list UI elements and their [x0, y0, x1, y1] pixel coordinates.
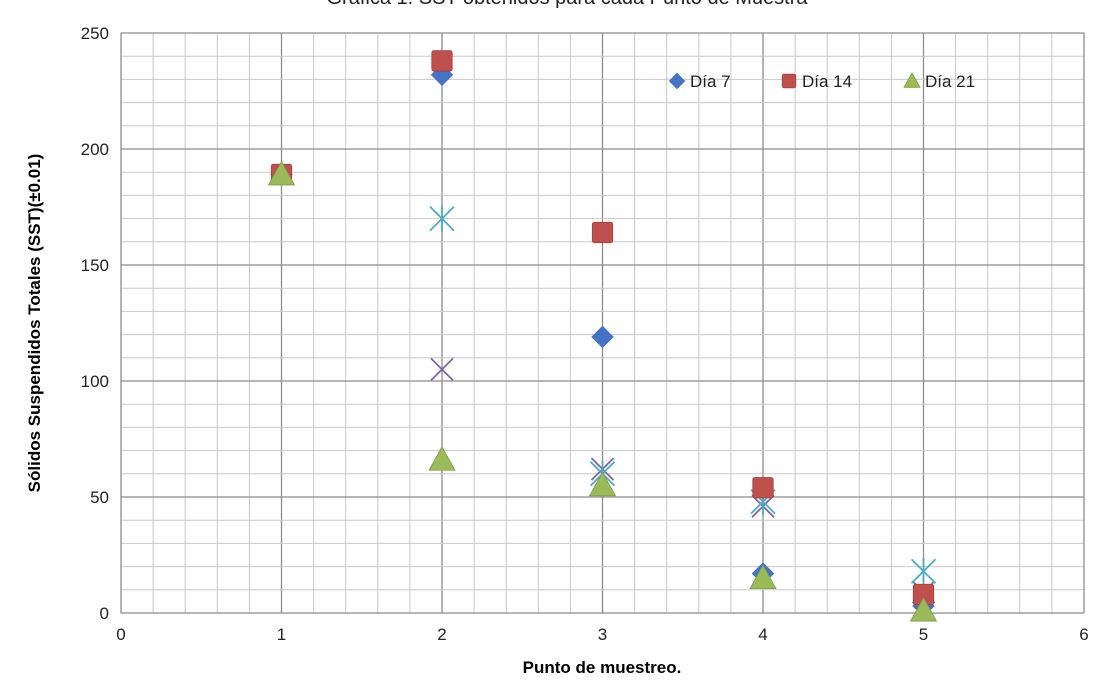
legend: Día 7 Día 14 Día 21: [668, 72, 975, 91]
x-axis-title: Punto de muestreo.: [523, 658, 682, 677]
square-data-point: [752, 477, 774, 499]
triangle-data-point: [909, 596, 938, 622]
square-data-point: [591, 221, 614, 244]
y-axis-title: Sólidos Suspendidos Totales (SST)(±0.01): [25, 154, 44, 493]
x-tick-label: 2: [437, 625, 446, 644]
x-tick-label: 6: [1079, 625, 1088, 644]
legend-triangle-marker: [903, 72, 921, 88]
chart-title: Gráfica 1. SST obtenidos para cada Punto…: [326, 0, 808, 9]
x-data-point: [430, 357, 454, 382]
y-tick-label: 250: [81, 24, 109, 43]
x-tick-label: 3: [598, 625, 607, 644]
x-tick-label: 1: [277, 625, 286, 644]
y-tick-label: 0: [100, 604, 109, 623]
y-tick-label: 100: [81, 372, 109, 391]
triangle-data-point: [588, 471, 617, 497]
plot-frame: [120, 32, 1085, 614]
legend-label: Día 21: [925, 72, 975, 91]
data-points: [267, 50, 938, 622]
star-data-point: [910, 558, 937, 585]
x-tick-label: 5: [919, 625, 928, 644]
square-data-point: [431, 50, 453, 72]
y-tick-label: 200: [81, 140, 109, 159]
legend-diamond-marker: [668, 72, 686, 90]
legend-label: Día 7: [690, 72, 731, 91]
gridlines: [120, 32, 1085, 614]
y-tick-label: 50: [90, 488, 109, 507]
legend-square-marker: [781, 73, 797, 89]
x-tick-label: 0: [116, 625, 125, 644]
tick-labels: 0 1 2 3 4 5 6 0 50 100 150 200 250: [81, 24, 1089, 644]
legend-label: Día 14: [802, 72, 852, 91]
star-data-point: [429, 205, 455, 232]
series-día-21: [267, 160, 938, 622]
x-tick-label: 4: [758, 625, 767, 644]
triangle-data-point: [267, 160, 296, 186]
triangle-data-point: [428, 446, 456, 471]
triangle-data-point: [749, 564, 777, 589]
y-tick-label: 150: [81, 256, 109, 275]
diamond-data-point: [591, 325, 614, 349]
